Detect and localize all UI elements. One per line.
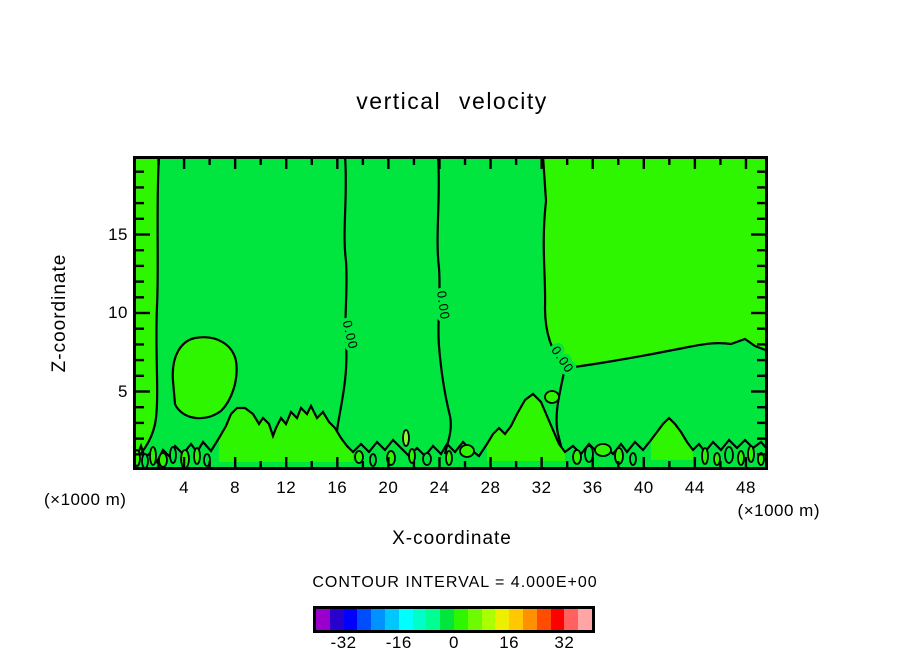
colorbar-cell — [329, 609, 344, 630]
colorbar-cell — [343, 609, 358, 630]
colorbar-cell — [316, 609, 330, 630]
x-tick-label: 28 — [480, 478, 501, 497]
colorbar-tick-label: -32 — [330, 633, 357, 652]
colorbar-cell — [453, 609, 468, 630]
colorbar-cell — [412, 609, 427, 630]
y-axis-label: Z-coordinate — [46, 156, 74, 470]
contour-interval-text: CONTOUR INTERVAL = 4.000E+00 — [312, 574, 598, 591]
y-tick-label: 10 — [108, 303, 128, 322]
colorbar-cell — [564, 609, 579, 630]
x-tick-label: 4 — [179, 478, 190, 497]
x-axis-label: X-coordinate — [392, 528, 512, 549]
contour-plot-canvas: 0.00 0.00 0.00 — [133, 156, 768, 470]
colorbar-cell — [522, 609, 537, 630]
colorbar-cell — [426, 609, 441, 630]
surface-patch — [651, 418, 693, 460]
colorbar-cell — [509, 609, 523, 630]
x-axis-unit-right: (×1000 m) — [737, 501, 820, 520]
colorbar-cell — [398, 609, 413, 630]
x-tick-label: 16 — [327, 478, 348, 497]
colorbar-cell — [481, 609, 496, 630]
contour-region-right — [541, 156, 768, 370]
colorbar-cell — [495, 609, 510, 630]
colorbar-cell — [384, 609, 399, 630]
colorbar-cell — [357, 609, 372, 630]
surface-patch — [219, 406, 353, 462]
x-tick-label: 8 — [230, 478, 241, 497]
x-tick-label: 36 — [582, 478, 603, 497]
contour-plot: 0.00 0.00 0.00 — [133, 156, 768, 470]
contour-region-left — [133, 156, 161, 465]
y-tick-label: 15 — [108, 224, 128, 244]
colorbar-cell — [578, 609, 592, 630]
x-tick-label: 48 — [735, 478, 756, 497]
colorbar-cell — [467, 609, 482, 630]
x-axis-unit-left: (×1000 m) — [44, 490, 127, 509]
x-tick-label: 20 — [378, 478, 399, 497]
colorbar-cell — [440, 609, 454, 630]
colorbar-cell — [371, 609, 385, 630]
colorbar — [313, 606, 595, 633]
colorbar-cell — [550, 609, 565, 630]
contour-blob — [171, 336, 238, 420]
y-axis-label-text: Z-coordinate — [49, 253, 70, 373]
colorbar-tick-label: 32 — [554, 633, 575, 652]
surface-patch — [487, 394, 565, 461]
x-tick-label: 32 — [531, 478, 552, 497]
colorbar-tick-label: -16 — [385, 633, 412, 652]
colorbar-tick-labels: -32 -16 0 16 32 — [316, 633, 596, 653]
chart-title: vertical velocity — [356, 88, 548, 114]
plot-frame — [133, 156, 768, 470]
colorbar-tick-label: 16 — [499, 633, 520, 652]
colorbar-tick-label: 0 — [449, 633, 459, 652]
y-tick-labels: 15 10 5 — [86, 156, 128, 470]
zero-contour-line-1 — [334, 156, 348, 457]
x-tick-label: 12 — [276, 478, 297, 497]
colorbar-cell — [536, 609, 551, 630]
zero-contour-line-2 — [436, 156, 452, 455]
x-tick-labels: 4 8 12 16 20 24 28 32 36 40 44 48 — [133, 478, 768, 500]
x-tick-label: 40 — [633, 478, 654, 497]
x-tick-label: 24 — [429, 478, 450, 497]
x-tick-label: 44 — [684, 478, 705, 497]
surface-zero-contour — [133, 392, 768, 465]
axis-ticks — [136, 159, 765, 467]
y-tick-label: 5 — [118, 381, 128, 401]
